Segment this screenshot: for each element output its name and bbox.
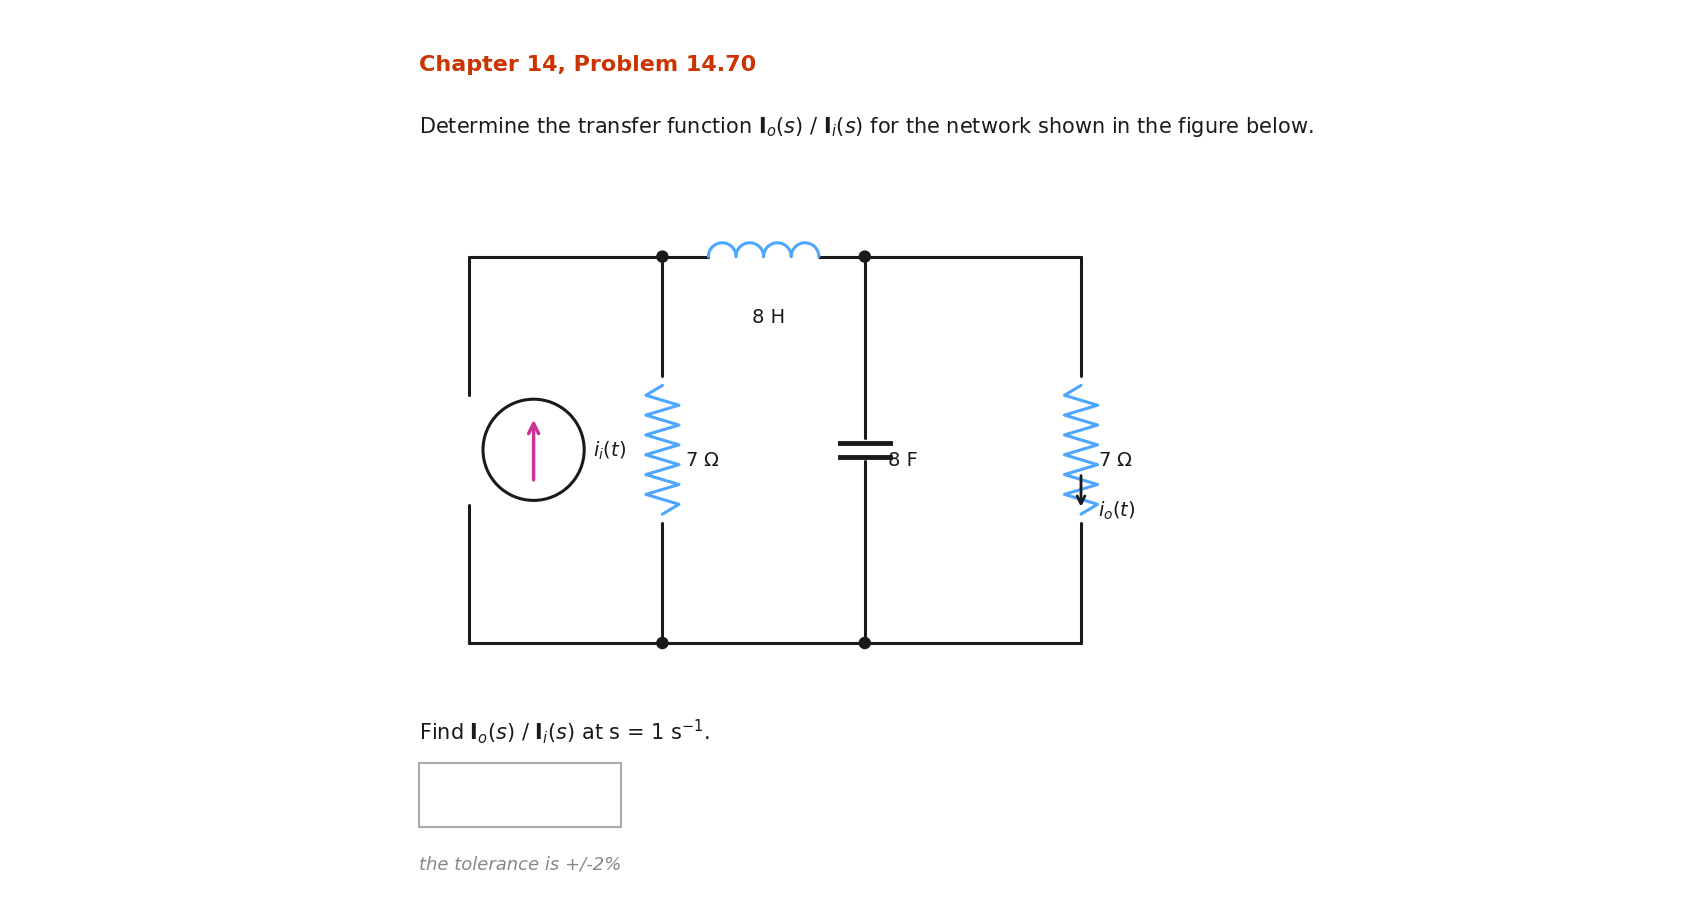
Text: 8 F: 8 F <box>888 450 917 469</box>
Circle shape <box>657 252 667 263</box>
Text: Determine the transfer function $\mathbf{I}_o(s)$ / $\mathbf{I}_i(s)$ for the ne: Determine the transfer function $\mathbf… <box>419 115 1314 139</box>
Circle shape <box>657 638 667 649</box>
Text: $i_o(t)$: $i_o(t)$ <box>1098 499 1135 521</box>
Text: 7 $\Omega$: 7 $\Omega$ <box>686 450 720 469</box>
Text: 7 $\Omega$: 7 $\Omega$ <box>1098 450 1132 469</box>
FancyBboxPatch shape <box>419 763 621 827</box>
Text: the tolerance is +/-2%: the tolerance is +/-2% <box>419 855 621 873</box>
Circle shape <box>860 638 870 649</box>
Text: Find $\mathbf{I}_o(s)$ / $\mathbf{I}_i(s)$ at s = 1 s$^{-1}$.: Find $\mathbf{I}_o(s)$ / $\mathbf{I}_i(s… <box>419 717 710 745</box>
Text: 8 H: 8 H <box>752 308 785 327</box>
Text: $i_i(t)$: $i_i(t)$ <box>594 439 626 461</box>
Text: Chapter 14, Problem 14.70: Chapter 14, Problem 14.70 <box>419 55 756 75</box>
Circle shape <box>860 252 870 263</box>
